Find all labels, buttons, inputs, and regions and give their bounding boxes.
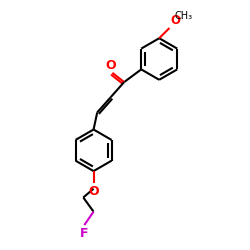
Text: CH₃: CH₃ — [175, 11, 193, 21]
Text: O: O — [170, 14, 180, 27]
Text: O: O — [88, 184, 99, 198]
Text: F: F — [80, 226, 88, 239]
Text: O: O — [106, 58, 116, 71]
